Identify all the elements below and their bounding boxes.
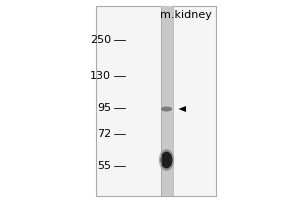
Text: 72: 72 [97,129,111,139]
Ellipse shape [160,152,172,168]
Text: m.kidney: m.kidney [160,10,212,20]
Ellipse shape [161,106,172,112]
Text: 55: 55 [97,161,111,171]
Ellipse shape [159,149,174,171]
Text: 250: 250 [90,35,111,45]
Bar [96,6,216,196]
Text: 130: 130 [90,71,111,81]
Text: 95: 95 [97,103,111,113]
Bar [160,6,172,196]
Polygon shape [178,106,186,112]
